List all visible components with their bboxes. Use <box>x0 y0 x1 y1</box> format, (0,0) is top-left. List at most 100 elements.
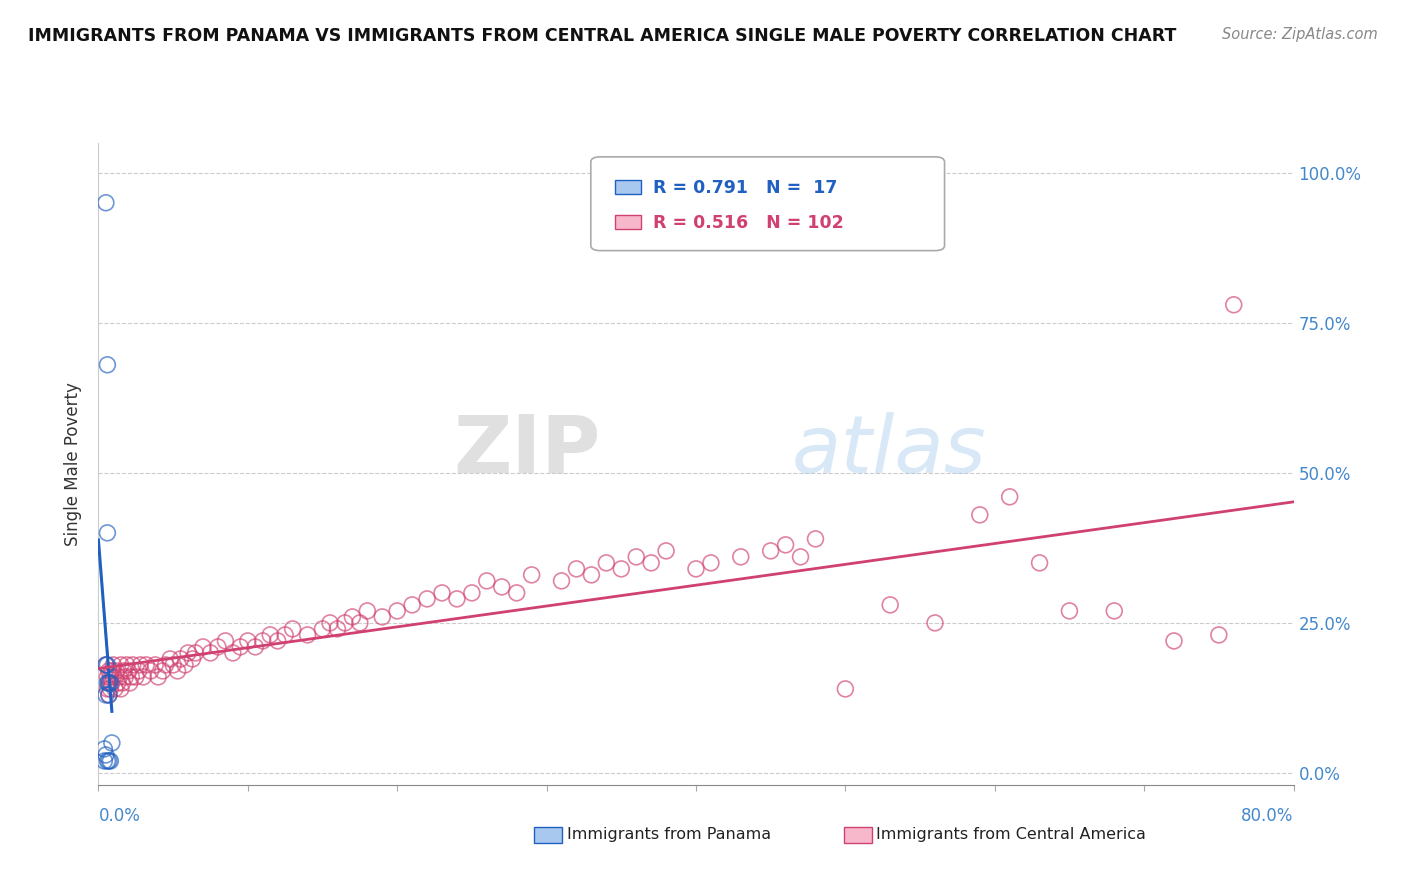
Point <box>100 676 122 690</box>
Point <box>581 567 603 582</box>
Point <box>520 567 543 582</box>
Point <box>94 747 117 762</box>
Text: IMMIGRANTS FROM PANAMA VS IMMIGRANTS FROM CENTRAL AMERICA SINGLE MALE POVERTY CO: IMMIGRANTS FROM PANAMA VS IMMIGRANTS FRO… <box>28 27 1177 45</box>
Point <box>114 670 136 684</box>
Point <box>565 562 588 576</box>
Point <box>96 754 118 768</box>
Point <box>342 610 364 624</box>
Point <box>139 664 162 678</box>
Point <box>128 664 150 678</box>
Point <box>319 615 342 630</box>
Point <box>245 640 267 654</box>
Point <box>103 657 125 672</box>
Point <box>103 670 125 684</box>
Point <box>222 646 245 660</box>
Point <box>96 681 118 696</box>
Point <box>700 556 723 570</box>
Point <box>125 670 148 684</box>
Point <box>101 664 124 678</box>
Text: Immigrants from Central America: Immigrants from Central America <box>876 828 1146 842</box>
Point <box>96 657 118 672</box>
Point <box>115 657 138 672</box>
Bar <box>614 215 641 229</box>
Point <box>385 604 409 618</box>
Point <box>446 591 468 606</box>
Point <box>207 640 229 654</box>
Point <box>155 657 177 672</box>
Text: Immigrants from Panama: Immigrants from Panama <box>567 828 770 842</box>
Point <box>311 622 333 636</box>
Point <box>259 628 281 642</box>
Point <box>111 676 134 690</box>
Point <box>94 657 117 672</box>
Point <box>107 676 129 690</box>
Point <box>640 556 662 570</box>
FancyBboxPatch shape <box>591 157 945 251</box>
Point <box>118 676 141 690</box>
Point <box>333 615 356 630</box>
Point <box>804 532 827 546</box>
Point <box>101 736 124 750</box>
Point <box>626 549 648 564</box>
Point <box>356 604 378 618</box>
Point <box>94 688 117 702</box>
Point <box>998 490 1021 504</box>
Point <box>834 681 856 696</box>
Point <box>100 670 122 684</box>
Point <box>969 508 991 522</box>
Point <box>166 664 188 678</box>
Point <box>191 640 214 654</box>
Point <box>759 544 782 558</box>
Point <box>159 652 181 666</box>
Point <box>252 634 274 648</box>
Text: 80.0%: 80.0% <box>1241 807 1294 825</box>
Point <box>730 549 752 564</box>
Point <box>267 634 290 648</box>
Point <box>184 646 207 660</box>
Point <box>491 580 513 594</box>
Point <box>1208 628 1230 642</box>
Point <box>97 664 120 678</box>
Point <box>789 549 811 564</box>
Point <box>97 754 120 768</box>
Point <box>108 670 131 684</box>
Point <box>200 646 222 660</box>
Point <box>101 676 124 690</box>
Point <box>97 676 120 690</box>
Point <box>93 754 115 768</box>
Text: atlas: atlas <box>792 412 987 490</box>
Point <box>236 634 259 648</box>
Point <box>174 657 197 672</box>
Point <box>132 670 155 684</box>
Point <box>610 562 633 576</box>
Text: 0.0%: 0.0% <box>98 807 141 825</box>
Text: R = 0.791   N =  17: R = 0.791 N = 17 <box>652 178 838 196</box>
Point <box>274 628 297 642</box>
Point <box>924 615 946 630</box>
Point <box>297 628 319 642</box>
Point <box>152 664 174 678</box>
Bar <box>614 180 641 194</box>
Point <box>1104 604 1126 618</box>
Point <box>121 657 143 672</box>
Y-axis label: Single Male Poverty: Single Male Poverty <box>65 382 83 546</box>
Point <box>1163 634 1185 648</box>
Point <box>104 681 127 696</box>
Point <box>506 586 529 600</box>
Point <box>96 358 118 372</box>
Point <box>112 664 135 678</box>
Point <box>110 681 132 696</box>
Point <box>97 676 120 690</box>
Point <box>401 598 423 612</box>
Point <box>181 652 204 666</box>
Point <box>214 634 236 648</box>
Point <box>97 688 120 702</box>
Point <box>96 676 118 690</box>
Text: ZIP: ZIP <box>453 412 600 490</box>
Point <box>430 586 453 600</box>
Point <box>94 195 117 210</box>
Point <box>1059 604 1081 618</box>
Point <box>229 640 252 654</box>
Point <box>685 562 707 576</box>
Point <box>655 544 678 558</box>
